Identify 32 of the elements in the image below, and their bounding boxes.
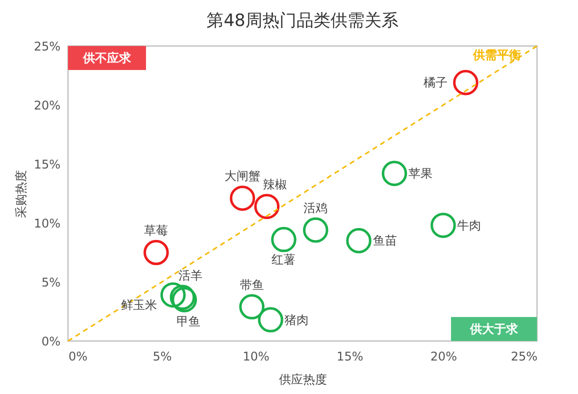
annotation: 供不应求: [82, 51, 132, 65]
x-tick-label: 0%: [68, 350, 88, 364]
chart-title: 第48周热门品类供需关系: [206, 11, 398, 31]
x-tick-label: 15%: [336, 350, 364, 364]
annotation: 甲鱼: [176, 314, 200, 329]
y-tick-label: 0%: [41, 334, 60, 348]
annotation: 红薯: [272, 252, 296, 267]
annotation: 草莓: [144, 224, 168, 238]
annotation: 大闸蟹: [224, 169, 260, 184]
x-tick-label: 25%: [510, 350, 538, 364]
x-axis-title: 供应热度: [279, 372, 327, 386]
y-tick-label: 5%: [41, 276, 60, 290]
annotation: 供大于求: [469, 322, 519, 336]
annotation: 活鸡: [304, 201, 328, 216]
series-label: 供需平衡: [472, 48, 521, 62]
x-tick-label: 5%: [152, 350, 172, 364]
x-tick-label: 10%: [242, 350, 270, 364]
annotation: 鲜玉米: [121, 298, 158, 312]
y-tick-label: 10%: [34, 216, 60, 230]
y-tick-label: 25%: [34, 40, 60, 54]
y-tick-label: 15%: [34, 158, 60, 172]
annotation: 活羊: [178, 268, 202, 282]
annotation: 带鱼: [240, 278, 264, 292]
annotation: 牛肉: [457, 218, 482, 232]
annotation: 苹果: [408, 166, 432, 180]
y-axis-title: 采购热度: [14, 170, 28, 218]
annotation: 辣椒: [262, 177, 287, 192]
annotation: 鱼苗: [372, 234, 397, 248]
y-tick-label: 20%: [34, 98, 60, 112]
x-tick-label: 20%: [430, 350, 458, 364]
annotation: 橘子: [424, 76, 448, 90]
annotation: 猪肉: [284, 312, 309, 327]
